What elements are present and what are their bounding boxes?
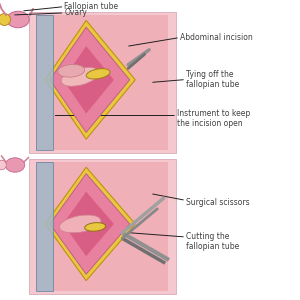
Ellipse shape xyxy=(7,11,29,28)
Text: Ovary: Ovary xyxy=(64,8,87,17)
Text: Instrument to keep
the incision open: Instrument to keep the incision open xyxy=(177,109,250,128)
Text: Abdominal incision: Abdominal incision xyxy=(180,33,253,42)
Ellipse shape xyxy=(61,68,99,86)
Polygon shape xyxy=(63,46,114,113)
Text: Fallopian tube: Fallopian tube xyxy=(64,2,118,11)
Ellipse shape xyxy=(5,158,25,172)
Ellipse shape xyxy=(85,223,106,231)
Text: Cutting the
fallopian tube: Cutting the fallopian tube xyxy=(186,232,239,251)
Circle shape xyxy=(0,14,11,26)
Text: Tying off the
fallopian tube: Tying off the fallopian tube xyxy=(186,70,239,89)
Polygon shape xyxy=(45,20,135,139)
Polygon shape xyxy=(63,192,114,256)
Circle shape xyxy=(0,160,6,170)
Polygon shape xyxy=(50,174,130,274)
Ellipse shape xyxy=(59,215,101,233)
Bar xyxy=(36,162,168,291)
Text: Surgical scissors: Surgical scissors xyxy=(186,198,250,207)
Ellipse shape xyxy=(58,64,85,77)
Polygon shape xyxy=(50,27,130,132)
Ellipse shape xyxy=(86,69,110,79)
Bar xyxy=(28,159,176,294)
Bar xyxy=(36,162,52,291)
Bar xyxy=(36,15,52,150)
Polygon shape xyxy=(45,167,135,281)
Bar xyxy=(36,15,168,150)
Bar xyxy=(28,12,176,153)
